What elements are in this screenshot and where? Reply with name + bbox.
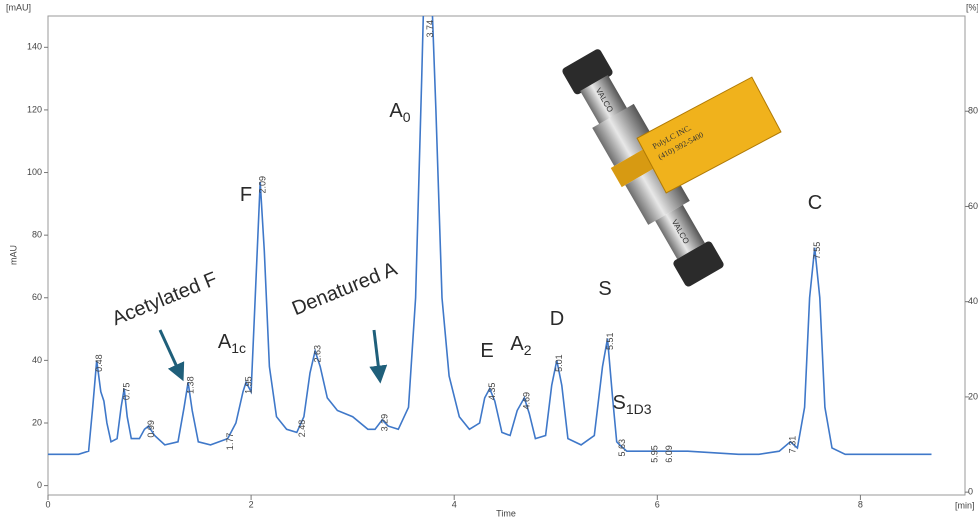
- y2-tick-label: 20: [968, 391, 978, 401]
- peak-time-label: 3.29: [379, 414, 389, 432]
- peak-time-label: 2.63: [312, 345, 322, 363]
- y2-unit-label: [%]: [966, 2, 978, 12]
- arrow: [158, 329, 185, 382]
- peak-time-label: 7.55: [812, 242, 822, 260]
- annotation-sub: 1D3: [626, 401, 652, 417]
- peak-time-label: 5.51: [605, 332, 615, 350]
- y-tick-label: 20: [32, 417, 42, 427]
- peak-annotation: S: [598, 278, 611, 300]
- arrow: [369, 329, 388, 384]
- y-tick-label: 40: [32, 355, 42, 365]
- peak-time-label: 2.09: [258, 176, 268, 194]
- annotation-text: E: [480, 340, 493, 362]
- y-tick-label: 100: [27, 167, 42, 177]
- peak-time-label: 6.09: [664, 445, 674, 463]
- peak-time-label: 2.48: [297, 420, 307, 438]
- x-tick-label: 4: [452, 499, 457, 509]
- y2-tick-label: 60: [968, 201, 978, 211]
- column-label: PolyLC INC. (410) 992-5400: [636, 76, 782, 194]
- y2-tick-label: 40: [968, 296, 978, 306]
- peak-annotation: A1c: [218, 331, 246, 355]
- peak-time-label: 1.77: [225, 433, 235, 451]
- peak-annotation: S1D3: [612, 392, 651, 416]
- peak-time-label: 7.31: [788, 436, 798, 454]
- y-unit-label: [mAU]: [6, 2, 31, 12]
- peak-time-label: 1.95: [243, 376, 253, 394]
- annotation-text: A: [510, 333, 524, 355]
- trace-group: [48, 16, 932, 456]
- x-tick-label: 6: [655, 499, 660, 509]
- peak-time-label: 0.48: [94, 354, 104, 372]
- peak-time-label: 3.74: [425, 20, 435, 38]
- annotation-sub: 0: [403, 109, 411, 125]
- peak-time-label: 5.63: [617, 439, 627, 457]
- x-unit-label: [min]: [955, 500, 975, 510]
- annotation-text: D: [550, 308, 564, 330]
- annotation-text: A: [389, 100, 403, 122]
- x-tick-label: 2: [249, 499, 254, 509]
- peak-time-label: 5.01: [554, 354, 564, 372]
- peak-time-label: 4.69: [522, 392, 532, 410]
- chromatogram-trace: [48, 16, 932, 456]
- annotation-text: A: [218, 331, 232, 353]
- y2-tick-label: 0: [968, 487, 973, 497]
- annotation-text: F: [240, 184, 252, 206]
- peak-time-label: 0.99: [146, 420, 156, 438]
- peak-time-label: 4.35: [487, 383, 497, 401]
- y-tick-label: 80: [32, 230, 42, 240]
- annotation-text: C: [808, 192, 822, 214]
- y-tick-label: 140: [27, 42, 42, 52]
- annotation-sub: 2: [524, 342, 532, 358]
- y-tick-label: 120: [27, 104, 42, 114]
- peak-annotation: F: [240, 184, 252, 206]
- peak-annotation: A2: [510, 333, 531, 357]
- y-tick-label: 0: [37, 480, 42, 490]
- y-tick-label: 60: [32, 292, 42, 302]
- peak-annotation: D: [550, 308, 564, 330]
- annotation-text: S: [598, 278, 611, 300]
- x-tick-label: 0: [45, 499, 50, 509]
- peak-annotation: E: [480, 340, 493, 362]
- peak-time-label: 1.38: [186, 376, 196, 394]
- x-axis-label: Time: [496, 508, 516, 518]
- peak-annotation: A0: [389, 100, 410, 124]
- plot-area: [47, 15, 966, 496]
- x-tick-label: 8: [858, 499, 863, 509]
- peak-time-label: 0.75: [122, 383, 132, 401]
- annotation-sub: 1c: [231, 340, 246, 356]
- peak-annotation: C: [808, 192, 822, 214]
- annotation-text: S: [612, 392, 625, 414]
- y2-tick-label: 80: [968, 106, 978, 116]
- peak-time-label: 5.95: [650, 445, 660, 463]
- y-axis-label: mAU: [8, 245, 18, 265]
